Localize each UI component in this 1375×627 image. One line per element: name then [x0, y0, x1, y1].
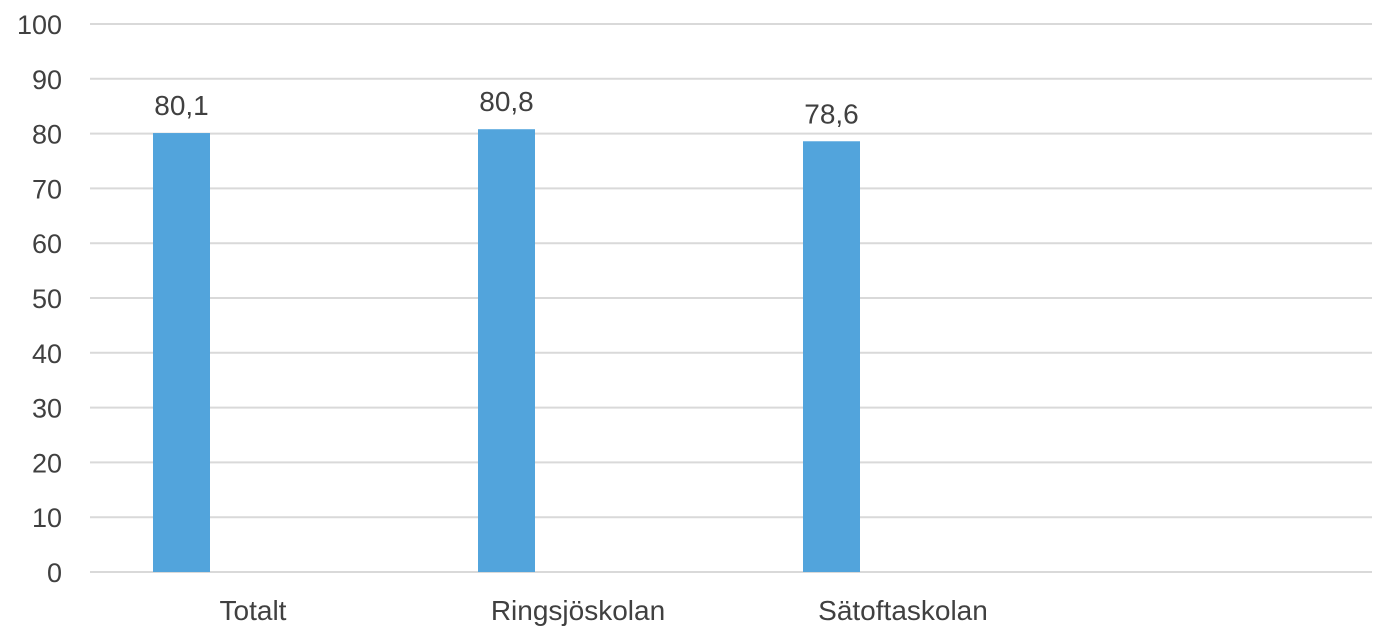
y-tick-label-100: 100 — [17, 10, 62, 40]
y-tick-label-80: 80 — [32, 120, 62, 150]
y-axis-tick-labels: 0 10 20 30 40 50 60 70 80 90 100 — [17, 10, 62, 588]
bar-2 — [803, 141, 860, 572]
bar-0 — [153, 133, 210, 572]
x-axis-category-labels: Totalt Ringsjöskolan Sätoftaskolan — [220, 595, 988, 626]
y-tick-label-20: 20 — [32, 448, 62, 478]
data-labels: 80,1 80,8 78,6 — [154, 86, 859, 129]
gridlines — [90, 23, 1372, 573]
category-label-0: Totalt — [220, 595, 287, 626]
y-tick-label-10: 10 — [32, 503, 62, 533]
data-label-1: 80,8 — [479, 86, 534, 117]
bars — [153, 129, 860, 572]
y-tick-label-0: 0 — [47, 558, 62, 588]
y-tick-label-60: 60 — [32, 229, 62, 259]
data-label-2: 78,6 — [804, 98, 859, 129]
category-label-2: Sätoftaskolan — [818, 595, 988, 626]
category-label-1: Ringsjöskolan — [491, 595, 665, 626]
y-tick-label-40: 40 — [32, 339, 62, 369]
y-tick-label-90: 90 — [32, 65, 62, 95]
data-label-0: 80,1 — [154, 90, 209, 121]
y-tick-label-50: 50 — [32, 284, 62, 314]
y-tick-label-70: 70 — [32, 174, 62, 204]
bar-1 — [478, 129, 535, 572]
y-tick-label-30: 30 — [32, 394, 62, 424]
